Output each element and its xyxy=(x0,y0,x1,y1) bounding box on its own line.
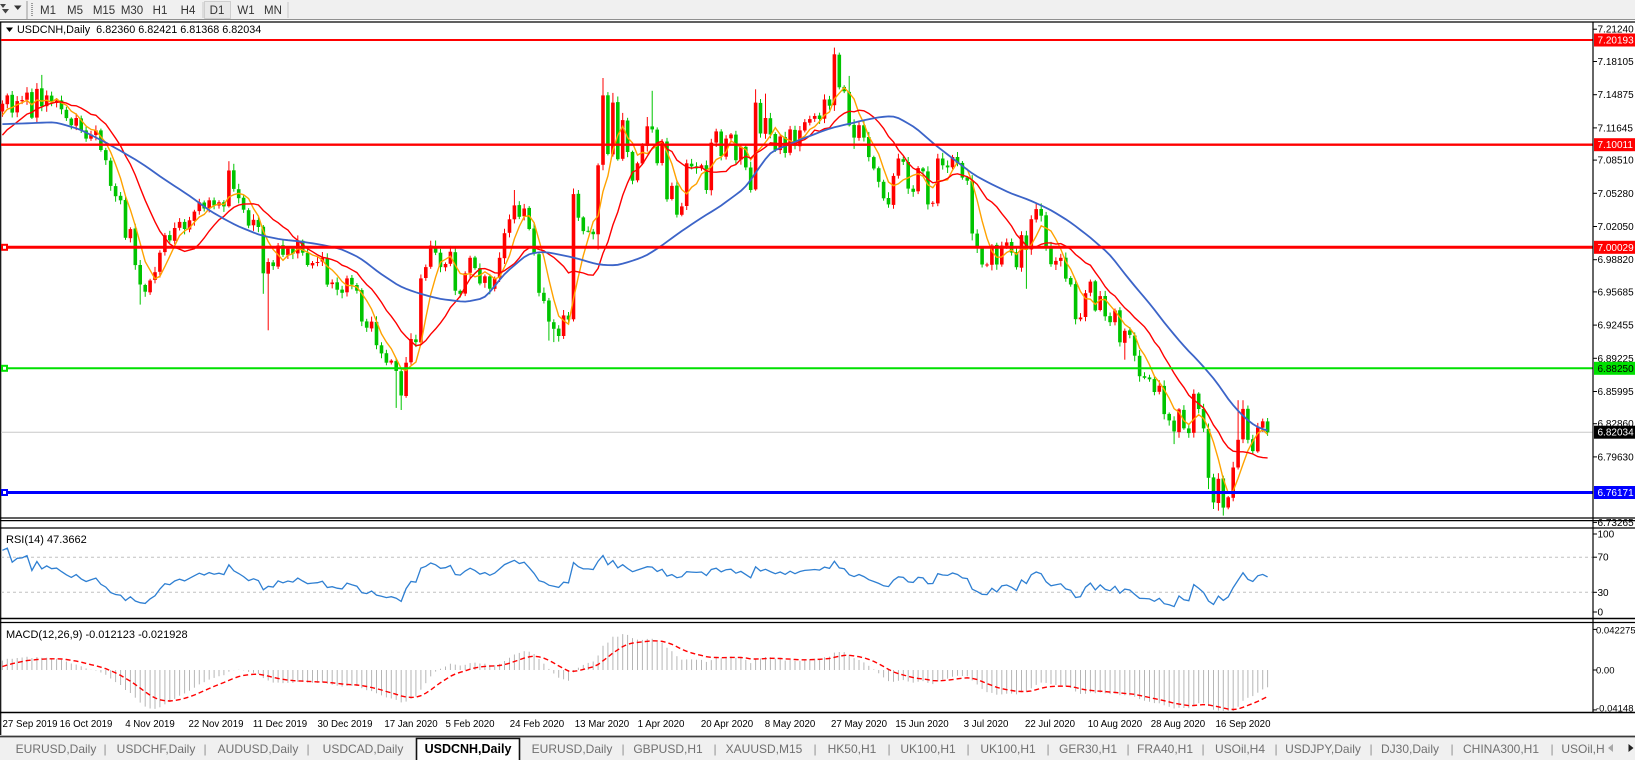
svg-text:7.08510: 7.08510 xyxy=(1598,156,1635,167)
svg-text:0.042275: 0.042275 xyxy=(1596,626,1635,637)
svg-text:|: | xyxy=(1550,742,1553,756)
svg-text:USDCHF,Daily: USDCHF,Daily xyxy=(117,742,196,756)
svg-text:10 Aug 2020: 10 Aug 2020 xyxy=(1088,719,1143,730)
svg-text:6.95685: 6.95685 xyxy=(1598,287,1635,298)
svg-text:AUDUSD,Daily: AUDUSD,Daily xyxy=(218,742,299,756)
svg-text:7.20193: 7.20193 xyxy=(1598,36,1635,47)
svg-text:24 Feb 2020: 24 Feb 2020 xyxy=(510,719,565,730)
svg-text:GBPUSD,H1: GBPUSD,H1 xyxy=(633,742,703,756)
svg-text:7.00029: 7.00029 xyxy=(1598,243,1635,254)
svg-text:RSI(14) 47.3662: RSI(14) 47.3662 xyxy=(6,534,87,546)
svg-text:USOil,H4: USOil,H4 xyxy=(1215,742,1265,756)
svg-text:100: 100 xyxy=(1598,530,1615,541)
svg-text:6.82034: 6.82034 xyxy=(1598,428,1635,439)
svg-text:|: | xyxy=(1369,742,1372,756)
svg-text:MACD(12,26,9) -0.012123 -0.021: MACD(12,26,9) -0.012123 -0.021928 xyxy=(6,629,188,641)
svg-text:70: 70 xyxy=(1598,553,1610,564)
svg-text:28 Aug 2020: 28 Aug 2020 xyxy=(1151,719,1206,730)
svg-text:17 Jan 2020: 17 Jan 2020 xyxy=(384,719,438,730)
svg-text:|: | xyxy=(813,742,816,756)
svg-text:|: | xyxy=(1046,742,1049,756)
svg-text:22 Nov 2019: 22 Nov 2019 xyxy=(189,719,244,730)
svg-text:11 Dec 2019: 11 Dec 2019 xyxy=(253,719,307,730)
svg-text:7.11645: 7.11645 xyxy=(1598,123,1634,134)
svg-text:USDJPY,Daily: USDJPY,Daily xyxy=(1285,742,1361,756)
svg-text:6.79630: 6.79630 xyxy=(1598,452,1635,463)
svg-text:22 Jul 2020: 22 Jul 2020 xyxy=(1025,719,1076,730)
svg-text:HK50,H1: HK50,H1 xyxy=(828,742,877,756)
svg-text:6.76171: 6.76171 xyxy=(1598,488,1635,499)
svg-text:5 Feb 2020: 5 Feb 2020 xyxy=(445,719,495,730)
svg-text:6.82860: 6.82860 xyxy=(1598,419,1635,430)
svg-text:3 Jul 2020: 3 Jul 2020 xyxy=(964,719,1009,730)
svg-text:CHINA300,H1: CHINA300,H1 xyxy=(1463,742,1539,756)
svg-text:6.88250: 6.88250 xyxy=(1598,364,1635,375)
svg-text:USOil,H: USOil,H xyxy=(1561,742,1604,756)
svg-text:6.73265: 6.73265 xyxy=(1598,518,1635,529)
svg-text:15 Jun 2020: 15 Jun 2020 xyxy=(895,719,949,730)
svg-text:6.89225: 6.89225 xyxy=(1598,354,1635,365)
svg-text:|: | xyxy=(1450,742,1453,756)
svg-text:H1: H1 xyxy=(153,5,168,17)
svg-text:16 Oct 2019: 16 Oct 2019 xyxy=(60,719,113,730)
svg-text:6.98820: 6.98820 xyxy=(1598,255,1635,266)
svg-text:0.00: 0.00 xyxy=(1596,666,1615,677)
svg-text:|: | xyxy=(1274,742,1277,756)
svg-text:0: 0 xyxy=(1598,608,1604,619)
svg-text:7.21240: 7.21240 xyxy=(1598,25,1635,36)
svg-text:USDCAD,Daily: USDCAD,Daily xyxy=(323,742,404,756)
svg-text:7.14875: 7.14875 xyxy=(1598,90,1635,101)
svg-text:20 Apr 2020: 20 Apr 2020 xyxy=(701,719,754,730)
svg-text:4 Nov 2019: 4 Nov 2019 xyxy=(125,719,175,730)
svg-text:30: 30 xyxy=(1598,588,1610,599)
svg-text:H4: H4 xyxy=(181,5,196,17)
svg-text:-0.04148: -0.04148 xyxy=(1596,704,1634,715)
svg-text:27 Sep 2019: 27 Sep 2019 xyxy=(3,719,58,730)
svg-text:|: | xyxy=(713,742,716,756)
svg-text:27 May 2020: 27 May 2020 xyxy=(831,719,888,730)
svg-text:M5: M5 xyxy=(67,5,83,17)
svg-text:7.18105: 7.18105 xyxy=(1598,57,1635,68)
svg-text:7.02050: 7.02050 xyxy=(1598,222,1635,233)
svg-text:UK100,H1: UK100,H1 xyxy=(900,742,956,756)
svg-text:XAUUSD,M15: XAUUSD,M15 xyxy=(726,742,803,756)
svg-text:M30: M30 xyxy=(121,5,143,17)
svg-text:1 Apr 2020: 1 Apr 2020 xyxy=(638,719,685,730)
svg-text:|: | xyxy=(1126,742,1129,756)
svg-text:7.10011: 7.10011 xyxy=(1598,140,1634,151)
svg-text:|: | xyxy=(306,742,309,756)
svg-text:W1: W1 xyxy=(237,5,254,17)
svg-text:EURUSD,Daily: EURUSD,Daily xyxy=(16,742,97,756)
svg-text:DJ30,Daily: DJ30,Daily xyxy=(1381,742,1439,756)
svg-text:|: | xyxy=(103,742,106,756)
svg-text:30 Dec 2019: 30 Dec 2019 xyxy=(318,719,373,730)
svg-text:|: | xyxy=(887,742,890,756)
svg-text:16 Sep 2020: 16 Sep 2020 xyxy=(1216,719,1272,730)
svg-text:13 Mar 2020: 13 Mar 2020 xyxy=(575,719,630,730)
svg-text:7.05280: 7.05280 xyxy=(1598,189,1635,200)
svg-text:USDCNH,Daily 6.82360 6.82421: USDCNH,Daily 6.82360 6.82421 6.81368 6.8… xyxy=(17,24,261,36)
svg-text:UK100,H1: UK100,H1 xyxy=(980,742,1036,756)
svg-text:M15: M15 xyxy=(93,5,115,17)
svg-text:|: | xyxy=(966,742,969,756)
svg-text:FRA40,H1: FRA40,H1 xyxy=(1137,742,1193,756)
svg-text:MN: MN xyxy=(264,5,282,17)
svg-text:|: | xyxy=(203,742,206,756)
svg-text:EURUSD,Daily: EURUSD,Daily xyxy=(532,742,613,756)
svg-text:USDCNH,Daily: USDCNH,Daily xyxy=(425,742,512,756)
svg-text:6.92455: 6.92455 xyxy=(1598,321,1635,332)
svg-text:6.85995: 6.85995 xyxy=(1598,387,1635,398)
svg-text:|: | xyxy=(621,742,624,756)
svg-text:GER30,H1: GER30,H1 xyxy=(1059,742,1117,756)
svg-text:8 May 2020: 8 May 2020 xyxy=(765,719,816,730)
svg-text:M1: M1 xyxy=(40,5,56,17)
svg-text:|: | xyxy=(1201,742,1204,756)
svg-text:D1: D1 xyxy=(210,5,225,17)
